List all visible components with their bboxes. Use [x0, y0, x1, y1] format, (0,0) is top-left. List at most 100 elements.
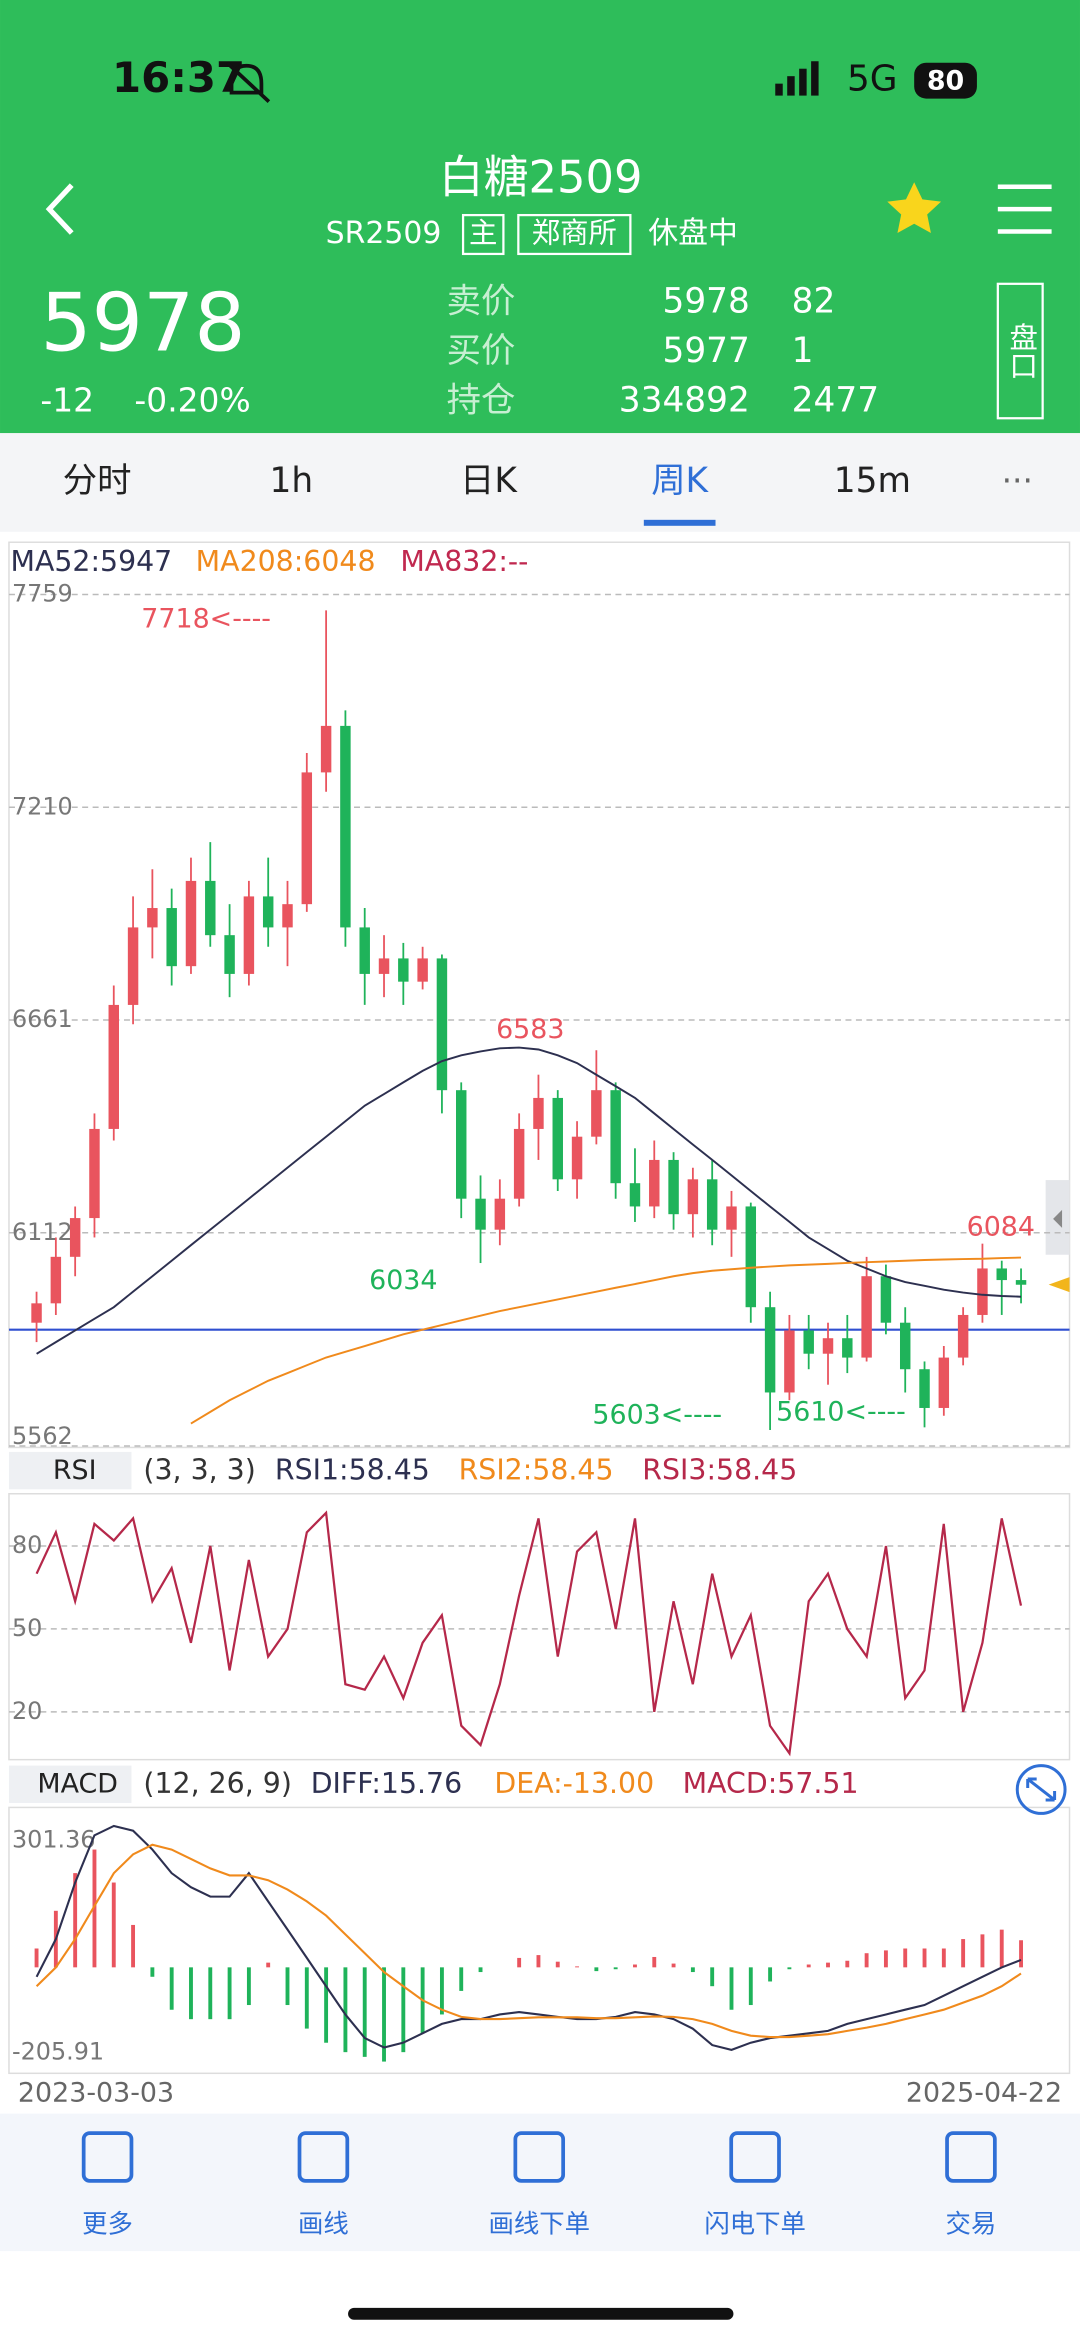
macd-bar: [362, 1967, 367, 2057]
macd-bar: [613, 1967, 618, 1970]
y-tick-label: 7759: [12, 580, 73, 608]
macd-bar: [903, 1948, 908, 1968]
y-tick-label: 6661: [12, 1005, 73, 1033]
macd-bar: [266, 1962, 271, 1968]
toolbar-icon[interactable]: [297, 2131, 350, 2183]
macd-bar: [189, 1967, 193, 2020]
macd-bar: [690, 1967, 695, 1973]
macd-bar: [478, 1967, 483, 1973]
toolbar-icon[interactable]: [513, 2131, 566, 2183]
macd-bar: [594, 1967, 599, 1972]
toolbar-icon[interactable]: [945, 2131, 997, 2183]
candle-body: [552, 1097, 563, 1180]
candle-body: [1015, 1280, 1027, 1285]
battery: [914, 62, 977, 99]
annotation: 5610<----: [776, 1397, 906, 1428]
y-tick-label: 6112: [12, 1218, 73, 1246]
candle-body: [571, 1136, 583, 1180]
toolbar-label[interactable]: 更多: [82, 2209, 133, 2239]
macd-bar: [131, 1924, 136, 1968]
toolbar-label[interactable]: 画线下单: [489, 2209, 590, 2239]
macd-bar: [285, 1967, 290, 2006]
back-button[interactable]: [45, 183, 74, 235]
quote-value: 334892: [619, 380, 750, 420]
legend-entry: RSI1:58.45: [275, 1453, 430, 1486]
macd-bar: [324, 1967, 329, 2043]
annotation: 6084: [967, 1211, 1035, 1242]
tag-box: [517, 213, 632, 256]
macd-bar: [883, 1950, 888, 1968]
y-tick-label: 20: [12, 1697, 42, 1725]
y-tick-label: -205.91: [12, 2037, 104, 2065]
candle-body: [69, 1218, 81, 1257]
macd-bar: [246, 1967, 251, 2006]
macd-bar: [652, 1956, 657, 1968]
macd-line: [35, 1824, 1022, 2051]
tab[interactable]: 周K: [651, 461, 709, 501]
indicator-name[interactable]: MACD: [37, 1769, 118, 1800]
candle-body: [842, 1338, 853, 1358]
candle-body: [668, 1159, 679, 1215]
macd-bar: [671, 1963, 676, 1968]
macd-bar: [845, 1960, 850, 1968]
indicator-params: (12, 26, 9): [143, 1767, 291, 1800]
tab-bar: [0, 433, 1080, 532]
candle-body: [996, 1268, 1007, 1281]
legend-entry: RSI3:58.45: [642, 1453, 797, 1486]
tab[interactable]: 日K: [460, 461, 518, 501]
ma-line: [36, 1046, 1022, 1355]
macd-bar: [227, 1967, 232, 2020]
y-tick-label: 50: [12, 1614, 42, 1642]
candle-body: [591, 1090, 602, 1137]
macd-bar: [111, 1882, 116, 1968]
macd-panel: [8, 1806, 1071, 2075]
more-tabs[interactable]: ···: [1002, 461, 1033, 500]
macd-bar: [555, 1961, 560, 1968]
quote-table: 卖价 5978 82 买价 5977 1 持仓 334892 2477: [447, 282, 879, 421]
market-state: 休盘中: [648, 216, 738, 251]
depth-button[interactable]: [996, 282, 1044, 420]
candle-body: [147, 908, 158, 928]
candle-body: [610, 1090, 621, 1184]
macd-bar: [633, 1964, 637, 1968]
legend-entry: MACD:57.51: [683, 1767, 859, 1800]
quote-volume: 2477: [792, 380, 879, 420]
candle-body: [803, 1330, 814, 1354]
toolbar-icon[interactable]: [729, 2131, 781, 2183]
tab[interactable]: 15m: [834, 461, 911, 501]
toolbar-label[interactable]: 闪电下单: [704, 2209, 805, 2239]
candle-body: [378, 958, 390, 974]
legend-entry: MA832:--: [400, 545, 528, 578]
annotation: 6583: [496, 1014, 564, 1045]
tab[interactable]: 分时: [63, 461, 132, 501]
legend-entry: DIFF:15.76: [311, 1767, 462, 1800]
tab-underline: [643, 519, 716, 526]
macd-bar: [1019, 1940, 1023, 1968]
macd-bar: [710, 1967, 715, 1987]
favorite-button[interactable]: [887, 182, 942, 234]
macd-bar: [961, 1939, 966, 1968]
candle-body: [417, 958, 428, 982]
candle-body: [745, 1206, 757, 1308]
candle-body: [726, 1206, 737, 1230]
macd-bar: [864, 1953, 869, 1968]
macd-bar: [439, 1967, 444, 2015]
indicator-params: (3, 3, 3): [143, 1453, 255, 1486]
candle-body: [513, 1128, 525, 1199]
toolbar-icon[interactable]: [81, 2131, 134, 2183]
kline-panel: [8, 541, 1071, 1449]
macd-bar: [343, 1967, 348, 2053]
tab[interactable]: 1h: [269, 461, 313, 501]
legend-entry: RSI2:58.45: [459, 1453, 614, 1486]
toolbar-items: 更多 画线 画线下单 闪电下单 交易: [81, 2131, 997, 2239]
indicator-name[interactable]: RSI: [53, 1455, 97, 1486]
toolbar-label[interactable]: 画线: [298, 2209, 349, 2239]
expand-button[interactable]: [1015, 1764, 1067, 1815]
candle-body: [880, 1276, 892, 1323]
toolbar-label[interactable]: 交易: [946, 2209, 997, 2239]
macd-bar: [999, 1929, 1004, 1968]
menu-button[interactable]: [997, 184, 1052, 234]
quote-volume: 82: [792, 282, 836, 322]
candle-body: [822, 1338, 834, 1354]
